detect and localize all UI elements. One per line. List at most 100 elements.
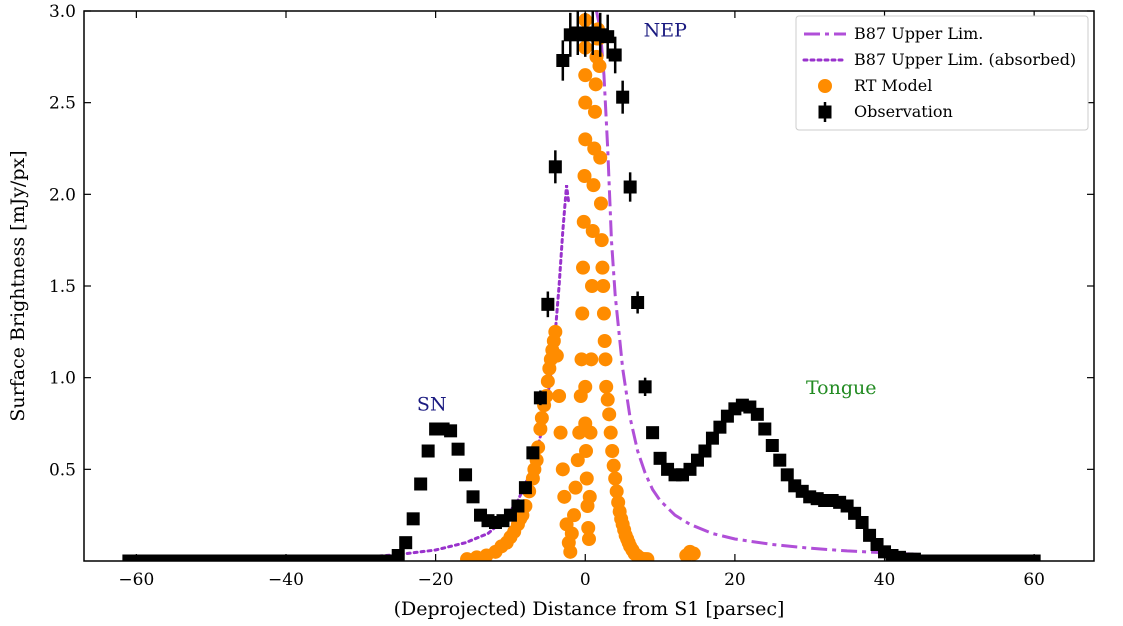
b87-upper-limit-line: [595, 11, 922, 557]
rt-model-point: [584, 352, 599, 367]
rt-model-point: [594, 233, 609, 248]
observation-point: [399, 536, 413, 550]
legend-label: Observation: [854, 102, 953, 121]
observation-point: [982, 554, 996, 561]
legend-swatch-circle: [818, 79, 832, 93]
rt-model-point: [584, 279, 599, 293]
observation-point: [541, 297, 555, 311]
observation-point: [855, 516, 869, 529]
observation-point: [137, 554, 151, 561]
b87-absorbed-line: [321, 184, 571, 561]
observation-point: [713, 420, 727, 434]
observation-point: [773, 453, 787, 467]
observation-point: [1005, 554, 1019, 561]
legend-box: [795, 15, 1089, 131]
observation-point: [257, 554, 271, 561]
axis-ticks: −60 −40 −20 0 20 40 60 0.5 1.0 1.5 2.0 2.5 3.0: [49, 2, 1094, 590]
rt-model-point: [581, 521, 596, 535]
x-axis-label: (Deprojected) Distance from S1 [parsec]: [394, 598, 785, 620]
observation-point: [765, 439, 779, 452]
x-tick-label: 60: [1023, 570, 1045, 590]
y-tick-label: 2.5: [49, 94, 76, 114]
rt-model-point: [602, 407, 617, 422]
rt-model-point: [603, 425, 618, 440]
x-tick-label: −20: [418, 570, 454, 590]
rt-model-point: [600, 392, 615, 407]
observation-point: [331, 554, 345, 561]
observation-point: [1012, 554, 1026, 561]
observation-point: [301, 554, 315, 561]
rt-model-point: [567, 508, 582, 523]
rt-model-point: [576, 260, 591, 275]
observation-point: [526, 446, 540, 460]
observation-point: [369, 554, 383, 561]
observation-point: [376, 554, 390, 561]
observation-point: [922, 554, 936, 561]
observation-point: [174, 554, 188, 561]
rt-model-point: [583, 425, 598, 440]
observation-point: [623, 180, 637, 194]
observation-point: [548, 160, 562, 174]
rt-model-point: [582, 489, 597, 504]
observation-point: [384, 554, 398, 561]
observation-point: [892, 550, 906, 561]
rt-model-point: [640, 552, 655, 561]
observation-point: [975, 554, 989, 561]
observation-point: [451, 442, 465, 456]
rt-model-point: [557, 489, 572, 504]
rt-model-point: [578, 68, 593, 83]
observation-point: [952, 554, 966, 561]
observation-point: [533, 391, 547, 405]
observation-point: [960, 554, 974, 561]
observation-point: [204, 554, 218, 561]
x-tick-label: 40: [874, 570, 896, 590]
observation-point: [309, 554, 323, 561]
y-tick-label: 0.5: [49, 460, 76, 480]
observation-point: [219, 554, 233, 561]
plot-data-layer: [122, 11, 1041, 561]
observation-point: [189, 554, 203, 561]
rt-model-point: [574, 352, 589, 367]
observation-point: [780, 468, 794, 482]
rt-model-point: [534, 411, 549, 425]
observation-point: [907, 552, 921, 561]
observation-point: [705, 431, 719, 445]
observation-point: [750, 407, 764, 421]
observation-point: [159, 554, 173, 561]
rt-model-point: [579, 444, 594, 458]
rt-model-point: [598, 352, 613, 367]
observation-point: [466, 490, 480, 504]
legend: B87 Upper Lim. B87 Upper Lim. (absorbed) R…: [795, 15, 1089, 131]
rt-model-point: [579, 471, 594, 486]
annotation-sn: SN: [417, 394, 447, 416]
observation-point: [122, 554, 136, 561]
x-tick-label: −40: [268, 570, 304, 590]
observation-point: [144, 554, 158, 561]
y-tick-label: 2.0: [49, 185, 76, 205]
rt-model-point: [575, 306, 590, 321]
rt-model-point: [592, 59, 607, 73]
observation-point: [653, 451, 667, 465]
legend-label: B87 Upper Lim.: [854, 24, 983, 43]
annotations: NEP SN Tongue: [417, 20, 877, 416]
legend-swatch-square: [818, 105, 832, 119]
observation-point: [361, 554, 375, 561]
rt-model-point: [553, 425, 568, 440]
observation-point: [324, 554, 338, 561]
observation-point: [444, 424, 458, 438]
observation-point: [414, 477, 428, 491]
observation-point: [406, 512, 420, 526]
rt-model-point: [597, 334, 612, 348]
observation-point: [286, 554, 300, 561]
annotation-tongue: Tongue: [806, 377, 877, 399]
observation-point: [227, 554, 241, 561]
rt-model-point: [593, 196, 608, 211]
observation-point: [758, 422, 772, 436]
observation-point: [197, 554, 211, 561]
rt-model-point: [605, 444, 620, 458]
observation-point: [608, 48, 622, 62]
legend-label: RT Model: [854, 76, 932, 95]
observation-point: [249, 554, 263, 561]
y-axis-label: Surface Brightness [mJy/px]: [7, 150, 29, 421]
